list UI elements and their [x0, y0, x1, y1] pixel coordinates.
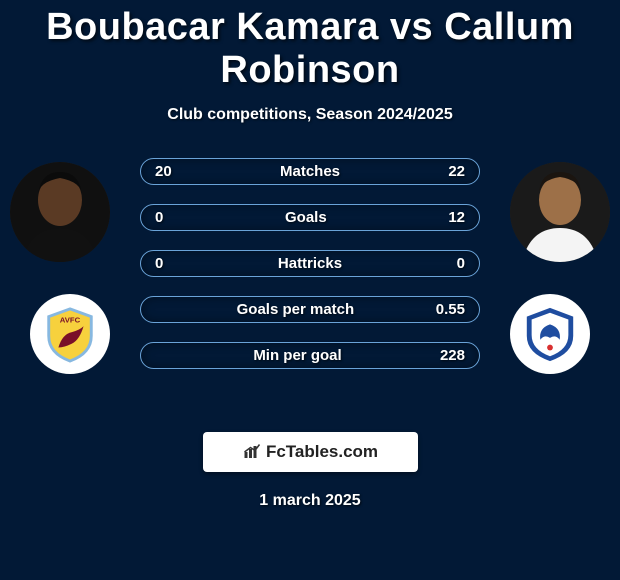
comparison-date: 1 march 2025 — [0, 492, 620, 510]
stat-label: Min per goal — [253, 347, 341, 364]
stat-row: Min per goal 228 — [140, 342, 480, 369]
stat-label: Goals — [285, 209, 327, 226]
stat-right-value: 228 — [440, 347, 465, 364]
stat-left-value: 0 — [155, 255, 163, 272]
stat-row: 0 Hattricks 0 — [140, 250, 480, 277]
stat-left-value: 0 — [155, 209, 163, 226]
stat-right-value: 22 — [448, 163, 465, 180]
player-left-photo — [10, 162, 110, 262]
player-right-silhouette-icon — [510, 162, 610, 262]
club-crest-left: AVFC — [30, 294, 110, 374]
svg-text:AVFC: AVFC — [60, 315, 81, 324]
stat-row: Goals per match 0.55 — [140, 296, 480, 323]
stat-label: Goals per match — [237, 301, 355, 318]
player-right-photo — [510, 162, 610, 262]
stat-bars: 20 Matches 22 0 Goals 12 0 Hattricks 0 G… — [140, 158, 480, 369]
stat-right-value: 0 — [457, 255, 465, 272]
player-left-silhouette-icon — [10, 162, 110, 262]
stat-row: 20 Matches 22 — [140, 158, 480, 185]
stat-left-value: 20 — [155, 163, 172, 180]
club-crest-right — [510, 294, 590, 374]
stat-row: 0 Goals 12 — [140, 204, 480, 231]
brand-link[interactable]: FcTables.com — [203, 432, 418, 472]
subtitle: Club competitions, Season 2024/2025 — [0, 106, 620, 124]
page-title: Boubacar Kamara vs Callum Robinson — [0, 0, 620, 92]
stat-right-value: 0.55 — [436, 301, 465, 318]
brand-text: FcTables.com — [266, 442, 378, 462]
stat-right-value: 12 — [448, 209, 465, 226]
bar-chart-icon — [242, 443, 262, 461]
avfc-crest-icon: AVFC — [41, 305, 99, 363]
stat-label: Matches — [280, 163, 340, 180]
comparison-panel: AVFC 20 Matches 22 0 Goals 12 0 Hattrick… — [0, 154, 620, 414]
cardiff-crest-icon — [521, 305, 579, 363]
stat-label: Hattricks — [278, 255, 342, 272]
